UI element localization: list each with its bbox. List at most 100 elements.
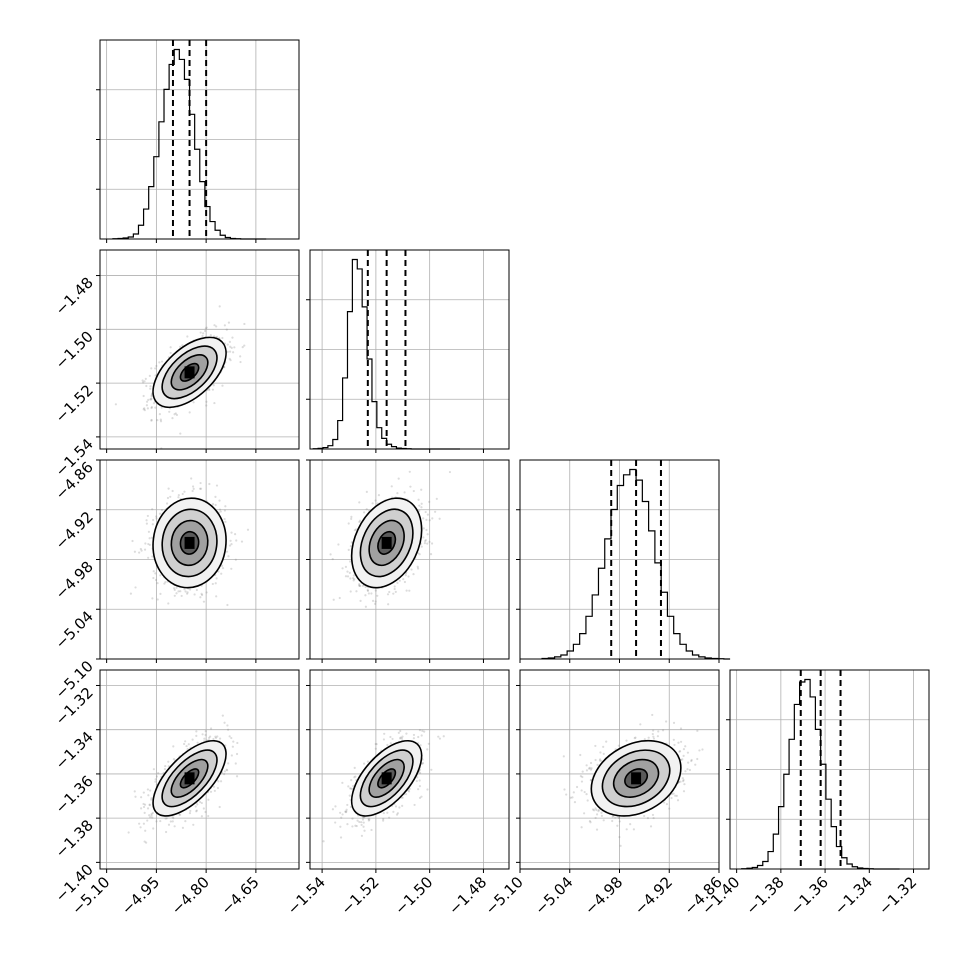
scatter-point xyxy=(204,810,207,814)
panel-3-0-xtick-label-3: −4.65 xyxy=(217,873,262,918)
scatter-point xyxy=(145,400,149,403)
scatter-point xyxy=(331,557,334,561)
scatter-point xyxy=(366,588,369,592)
scatter-point xyxy=(569,796,572,799)
scatter-point xyxy=(203,737,206,740)
scatter-point xyxy=(393,585,396,588)
scatter-point xyxy=(361,818,365,821)
scatter-point xyxy=(191,738,194,741)
scatter-point xyxy=(221,567,225,570)
scatter-point xyxy=(394,590,397,593)
scatter-point xyxy=(235,752,239,756)
scatter-point xyxy=(341,781,344,784)
scatter-point xyxy=(167,760,170,763)
scatter-point xyxy=(229,345,232,348)
scatter-point xyxy=(350,517,353,521)
scatter-point xyxy=(151,597,154,600)
scatter-point xyxy=(684,770,687,773)
scatter-point xyxy=(181,344,184,347)
scatter-point xyxy=(211,502,215,506)
scatter-point xyxy=(154,406,157,409)
scatter-point xyxy=(186,591,189,594)
scatter-point xyxy=(230,754,233,757)
scatter-point xyxy=(352,784,355,788)
scatter-point xyxy=(580,789,583,792)
scatter-point xyxy=(563,788,566,791)
scatter-point xyxy=(230,567,233,570)
scatter-point xyxy=(665,720,668,723)
scatter-point xyxy=(347,548,350,551)
scatter-point xyxy=(187,743,190,746)
scatter-point xyxy=(349,787,352,790)
scatter-point xyxy=(169,346,172,349)
scatter-point xyxy=(562,755,565,758)
scatter-point xyxy=(657,730,660,733)
scatter-point xyxy=(353,766,356,770)
scatter-point xyxy=(202,332,205,335)
scatter-point xyxy=(430,542,434,545)
scatter-point xyxy=(177,493,180,497)
scatter-point xyxy=(129,592,133,595)
scatter-point xyxy=(388,590,391,594)
scatter-point xyxy=(231,745,234,748)
scatter-point xyxy=(348,794,351,797)
hist-3-xtick-label-2: −1.36 xyxy=(787,873,832,918)
scatter-point xyxy=(150,406,153,410)
scatter-point xyxy=(227,762,230,765)
scatter-point xyxy=(139,547,142,551)
scatter-point xyxy=(428,500,431,503)
scatter-point xyxy=(149,387,152,390)
scatter-point xyxy=(152,576,155,580)
scatter-point xyxy=(148,804,151,807)
scatter-point xyxy=(226,603,229,607)
scatter-point xyxy=(243,344,246,347)
scatter-point xyxy=(158,413,161,416)
scatter-point xyxy=(159,819,162,823)
scatter-point xyxy=(362,825,365,828)
scatter-point xyxy=(602,745,605,748)
scatter-point xyxy=(147,530,150,533)
scatter-point xyxy=(407,575,410,578)
scatter-point xyxy=(223,721,226,724)
scatter-point xyxy=(154,780,157,783)
scatter-point xyxy=(173,588,176,592)
scatter-point xyxy=(196,741,199,744)
scatter-point xyxy=(386,811,389,814)
contour-1 xyxy=(368,519,405,567)
scatter-point xyxy=(235,775,239,778)
scatter-point xyxy=(349,590,352,593)
scatter-point xyxy=(181,492,184,496)
scatter-point xyxy=(140,807,143,810)
scatter-point xyxy=(216,786,220,790)
scatter-point xyxy=(149,816,152,819)
scatter-point xyxy=(587,767,591,770)
scatter-point xyxy=(209,727,213,730)
scatter-point xyxy=(431,517,434,520)
scatter-point xyxy=(382,819,385,822)
contour-3 xyxy=(590,739,682,817)
scatter-point xyxy=(192,823,195,826)
density-peak xyxy=(184,366,195,379)
scatter-point xyxy=(690,759,693,763)
scatter-point xyxy=(611,815,614,818)
scatter-point xyxy=(579,753,582,757)
scatter-point xyxy=(224,505,227,508)
scatter-point xyxy=(358,582,361,586)
scatter-point xyxy=(145,384,148,388)
scatter-point xyxy=(322,840,325,843)
scatter-point xyxy=(184,740,187,743)
panel-3-2: −5.10 −5.04 −4.98 −4.92 −4.86 xyxy=(482,669,726,918)
scatter-point xyxy=(370,828,373,832)
scatter-point xyxy=(354,775,357,778)
scatter-point xyxy=(617,816,621,820)
scatter-point xyxy=(602,752,605,755)
scatter-point xyxy=(407,789,410,792)
scatter-point xyxy=(334,805,337,808)
scatter-point xyxy=(148,537,151,540)
scatter-point xyxy=(220,564,224,567)
scatter-point xyxy=(204,729,207,733)
scatter-point xyxy=(143,803,147,806)
panel-1-0-frame xyxy=(99,249,300,450)
scatter-point xyxy=(690,758,693,762)
scatter-point xyxy=(401,796,404,799)
